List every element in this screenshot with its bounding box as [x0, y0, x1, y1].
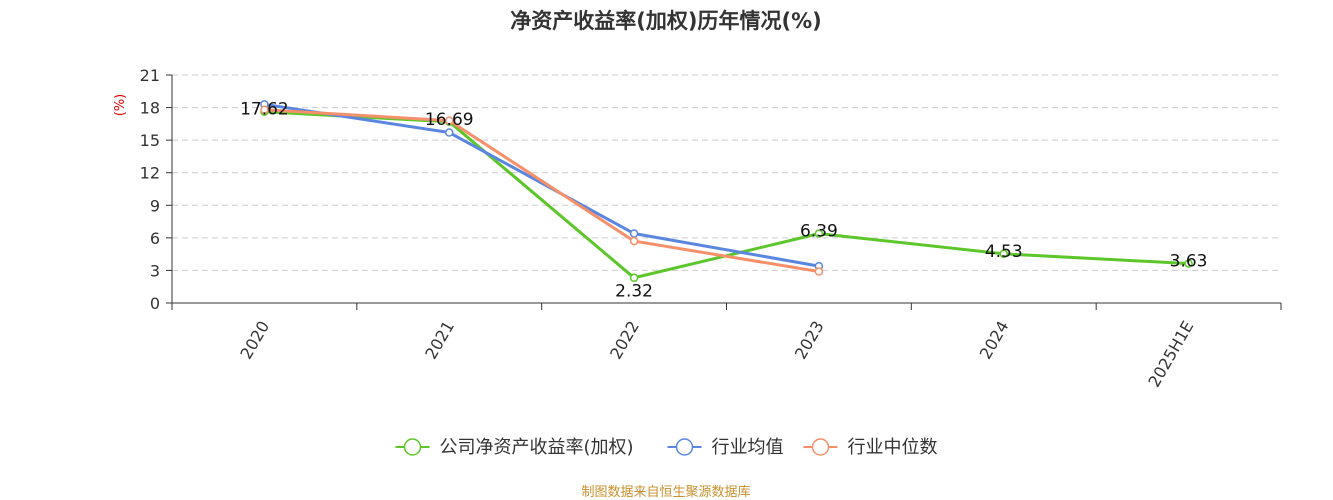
data-label-2: 2.32: [615, 282, 653, 302]
y-tick-label-0: 0: [150, 294, 160, 313]
y-tick-label-12: 12: [140, 164, 160, 183]
legend-marker-1: [675, 438, 694, 456]
legend[interactable]: 公司净资产收益率(加权) 行业均值 行业中位数: [395, 437, 938, 458]
legend-label-1: 行业均值: [712, 437, 784, 458]
legend-label-0: 公司净资产收益率(加权): [440, 437, 634, 458]
x-tick-label-2024: 2024: [976, 318, 1013, 363]
y-tick-label-18: 18: [140, 99, 160, 118]
data-source-note: 制图数据来自恒生聚源数据库: [581, 484, 750, 500]
legend-item-2[interactable]: 行业中位数: [803, 437, 938, 458]
legend-marker-0: [403, 438, 422, 456]
legend-label-2: 行业中位数: [848, 437, 938, 458]
x-tick-label-2020: 2020: [236, 318, 273, 363]
grid-lines: [172, 74, 1281, 271]
legend-item-0[interactable]: 公司净资产收益率(加权): [395, 437, 634, 458]
point-0-5: [1184, 259, 1193, 268]
point-0-2: [629, 273, 639, 283]
legend-marker-2: [811, 438, 830, 456]
x-tick-label-2025H1E: 2025H1E: [1144, 318, 1197, 391]
legend-item-1[interactable]: 行业均值: [667, 437, 784, 458]
y-axis-unit-label: (%): [113, 94, 128, 117]
data-label-3: 6.39: [800, 222, 838, 242]
x-tick-label-2021: 2021: [421, 318, 458, 363]
point-0-4: [999, 249, 1008, 259]
series-line-1: [264, 102, 820, 268]
point-2-1: [445, 116, 454, 125]
y-tick-label-21: 21: [140, 66, 160, 85]
data-label-1: 16.69: [425, 110, 474, 130]
data-label-0: 17.62: [240, 100, 289, 120]
x-tick-label-2022: 2022: [606, 318, 643, 363]
x-tick-label-2023: 2023: [791, 318, 828, 363]
data-label-5: 3.63: [1170, 252, 1208, 272]
y-tick-label-6: 6: [150, 229, 160, 248]
chart-title: 净资产收益率(加权)历年情况(%): [510, 9, 821, 33]
data-label-4: 4.53: [985, 242, 1023, 262]
point-2-0: [260, 105, 269, 114]
y-tick-label-15: 15: [140, 131, 160, 150]
y-tick-label-3: 3: [150, 261, 160, 280]
y-tick-label-9: 9: [150, 196, 160, 215]
point-2-2: [629, 236, 639, 246]
series-line-2: [264, 108, 820, 273]
point-1-1: [445, 128, 454, 137]
point-1-2: [629, 229, 639, 238]
point-0-3: [814, 229, 824, 238]
series-layer: [260, 100, 1193, 283]
point-2-3: [814, 267, 824, 276]
series-line-0: [264, 110, 1189, 280]
data-labels: 17.62 16.69 2.32 6.39 4.53 3.63: [240, 100, 1207, 302]
